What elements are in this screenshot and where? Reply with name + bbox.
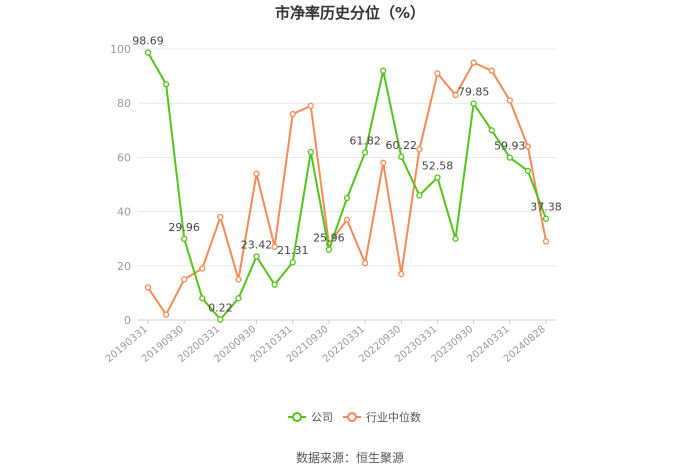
grid	[138, 48, 556, 321]
data-point	[199, 265, 206, 272]
data-point	[398, 270, 405, 278]
data-point	[434, 174, 441, 181]
data-point	[470, 59, 477, 66]
data-point	[325, 246, 333, 253]
data-label: 0.22	[208, 301, 233, 314]
data-point	[343, 216, 351, 223]
data-point	[542, 215, 550, 222]
data-label: 60.22	[386, 139, 418, 152]
data-source: 数据来源：恒生聚源	[296, 450, 404, 465]
data-point	[199, 295, 206, 302]
series-line	[147, 61, 547, 317]
legend: 公司 行业中位数	[288, 410, 421, 424]
y-tick-label: 80	[117, 97, 131, 110]
data-point	[162, 81, 170, 88]
data-point	[307, 148, 314, 156]
y-tick-label: 60	[117, 151, 131, 164]
data-point	[506, 154, 513, 161]
data-label: 25.96	[313, 232, 345, 245]
data-point	[380, 159, 387, 166]
data-label: 37.38	[530, 201, 562, 214]
data-label: 98.69	[132, 35, 164, 48]
data-point	[343, 194, 351, 202]
data-point	[271, 281, 278, 288]
data-label: 59.93	[494, 140, 526, 153]
data-point	[144, 49, 152, 56]
y-tick-label: 0	[124, 314, 131, 327]
data-point	[488, 127, 495, 134]
y-tick-label: 20	[117, 260, 131, 273]
data-label: 61.82	[349, 134, 381, 147]
data-label: 52.58	[422, 160, 454, 173]
legend-marker	[292, 412, 302, 422]
data-point	[506, 97, 513, 104]
y-tick-label: 40	[117, 206, 131, 219]
data-point	[235, 295, 242, 302]
data-point	[524, 143, 532, 150]
data-point	[416, 146, 423, 153]
data-point	[361, 149, 369, 156]
data-point	[253, 170, 260, 177]
data-point	[488, 67, 495, 74]
data-point	[162, 311, 170, 318]
data-label: 23.42	[241, 239, 273, 252]
data-point	[289, 259, 296, 266]
y-tick-label: 100	[110, 43, 131, 56]
plot-area: 98.69 29.96 0.22 23.42 21.31 25.96 61.82 60.22 5…	[132, 35, 562, 323]
legend-label: 公司	[311, 411, 333, 424]
data-point	[398, 153, 405, 160]
data-point	[235, 276, 242, 283]
chart-title: 市净率历史分位（%）	[275, 4, 425, 22]
data-point	[181, 235, 188, 242]
data-point	[253, 253, 260, 260]
data-point	[524, 167, 532, 175]
data-point	[542, 238, 550, 245]
data-point	[289, 110, 296, 118]
data-point	[217, 316, 224, 323]
data-point	[217, 213, 224, 221]
data-point	[307, 102, 314, 110]
data-point	[361, 259, 369, 267]
data-point	[144, 284, 152, 291]
x-axis: 2019033120190930202003312020093020210331…	[104, 319, 556, 365]
data-point	[271, 243, 278, 250]
data-point	[434, 70, 441, 77]
data-point	[181, 276, 188, 283]
data-label: 79.85	[458, 86, 490, 99]
legend-marker	[347, 412, 357, 422]
data-point	[452, 91, 459, 99]
data-label: 29.96	[168, 221, 200, 234]
y-axis: 0 20 40 60 80 100	[110, 43, 131, 327]
data-point	[380, 67, 387, 74]
data-point	[470, 100, 477, 107]
data-point	[452, 235, 459, 242]
data-label: 21.31	[277, 244, 309, 257]
legend-label: 行业中位数	[366, 410, 421, 424]
data-point	[416, 192, 423, 199]
